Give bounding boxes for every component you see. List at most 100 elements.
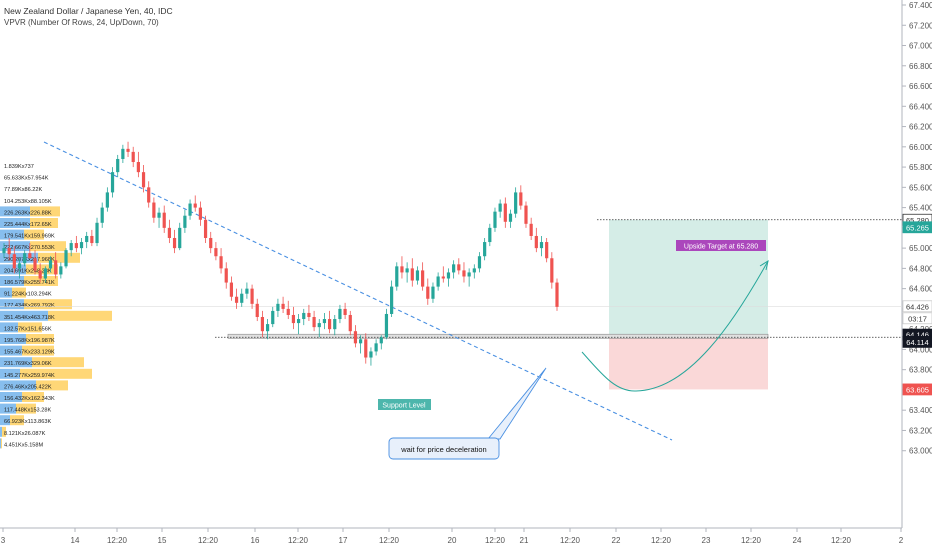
vp-down-bar <box>36 380 68 391</box>
vp-down-bar <box>26 264 58 275</box>
y-tick-label: 67.000 <box>909 42 932 51</box>
candle-body <box>188 203 192 216</box>
candle-body <box>116 158 120 173</box>
candle-body <box>90 235 94 244</box>
vp-row-label: 226.263Kx226.88K <box>4 210 52 216</box>
vp-row-label: 145.277Kx259.974K <box>4 373 55 379</box>
candle-body <box>260 317 265 332</box>
candle-body <box>348 314 352 332</box>
candle-body <box>415 270 420 281</box>
price-badge-label: 65.265 <box>906 223 929 232</box>
vp-row-label: 186.579Kx255.741K <box>4 280 55 286</box>
candle-body <box>524 205 528 224</box>
candle-body <box>343 308 347 315</box>
candle-body <box>162 212 166 228</box>
candle-body <box>245 288 249 294</box>
vp-up-bar <box>0 426 2 437</box>
price-badge-label: 65.280 <box>906 216 929 225</box>
candle-body <box>38 270 42 279</box>
candle-body <box>364 339 368 358</box>
candle-body <box>452 264 456 273</box>
candle-body <box>131 151 135 163</box>
candle-body <box>152 202 156 218</box>
y-tick-label: 66.400 <box>909 102 932 111</box>
price-badge-label: 64.146 <box>906 331 929 340</box>
candle-body <box>209 237 213 249</box>
price-badge <box>902 300 932 313</box>
candle-body <box>157 212 161 218</box>
x-tick-label: 12:20 <box>560 536 581 545</box>
x-tick-label: 14 <box>71 536 80 545</box>
target-label: Upside Target at 65.280 <box>684 244 758 251</box>
callout-label: wait for price deceleration <box>400 445 486 454</box>
candle-body <box>307 312 311 318</box>
y-tick-label: 66.000 <box>909 143 932 152</box>
vp-down-bar <box>1 438 2 449</box>
candle-body <box>327 319 332 330</box>
y-tick-label: 64.000 <box>909 345 932 354</box>
y-tick-label: 65.400 <box>909 204 932 213</box>
candle-body <box>369 351 373 358</box>
vp-down-bar <box>38 252 80 263</box>
candle-body <box>359 339 363 344</box>
candle-body <box>121 148 125 159</box>
vp-up-bar <box>0 299 24 310</box>
y-tick-label: 66.600 <box>909 82 932 91</box>
vp-row-label: 8.121Kx26.087K <box>4 431 46 437</box>
candle-body <box>85 235 89 243</box>
vp-up-bar <box>0 218 30 228</box>
x-tick-label: 20 <box>448 536 457 545</box>
y-tick-label: 63.800 <box>909 366 932 375</box>
candle-body <box>441 276 445 279</box>
candle-body <box>271 310 275 325</box>
vp-row-label: 204.691Kx248.23K <box>4 268 52 274</box>
candle-body <box>193 203 197 208</box>
candle-body <box>338 308 342 320</box>
candle-body <box>539 242 544 249</box>
vp-up-bar <box>0 287 12 298</box>
vp-up-bar <box>0 276 24 286</box>
candle-body <box>421 270 425 287</box>
vp-row-label: 91.224Kx103.294K <box>4 292 52 298</box>
chart-title: New Zealand Dollar / Japanese Yen, 40, I… <box>4 6 173 16</box>
candle-body <box>214 248 218 257</box>
vp-up-bar <box>0 357 32 368</box>
candle-body <box>203 219 208 238</box>
candle-body <box>353 331 358 344</box>
candle-body <box>534 235 538 249</box>
vp-row-label: 4.451Kx5.158M <box>4 442 44 448</box>
vp-down-bar <box>48 310 112 321</box>
candle-body <box>379 337 383 344</box>
candle-body <box>384 313 389 338</box>
price-badge <box>902 312 932 325</box>
candle-body <box>457 264 461 271</box>
candle-body <box>426 286 430 299</box>
candle-body <box>286 308 290 315</box>
vp-row-label: 117.448Kx153.28K <box>4 408 51 414</box>
candle-body <box>95 222 99 244</box>
x-tick-label: 2 <box>899 536 904 545</box>
vp-up-bar <box>0 264 26 275</box>
x-tick-label: 22 <box>612 536 621 545</box>
candle-body <box>64 250 68 267</box>
vp-down-bar <box>12 287 26 298</box>
y-tick-label: 65.000 <box>909 244 932 253</box>
y-tick-label: 66.200 <box>909 123 932 132</box>
candle-body <box>333 319 337 330</box>
vp-down-bar <box>16 403 36 414</box>
y-tick-label: 65.800 <box>909 163 932 172</box>
vp-up-bar <box>0 415 10 426</box>
candle-body <box>250 288 254 304</box>
vp-row-label: 77.89Kx86.22K <box>4 187 43 193</box>
x-tick-label: 23 <box>702 536 711 545</box>
candle-body <box>281 303 285 309</box>
candle-body <box>59 266 63 275</box>
x-tick-label: 12:20 <box>379 536 400 545</box>
vp-up-bar <box>0 322 18 333</box>
vp-row-label: 104.253Kx88.105K <box>4 199 52 205</box>
vp-row-label: 290.207Kx217.968K <box>4 257 55 263</box>
candle-body <box>183 215 187 228</box>
vp-down-bar <box>30 241 66 252</box>
